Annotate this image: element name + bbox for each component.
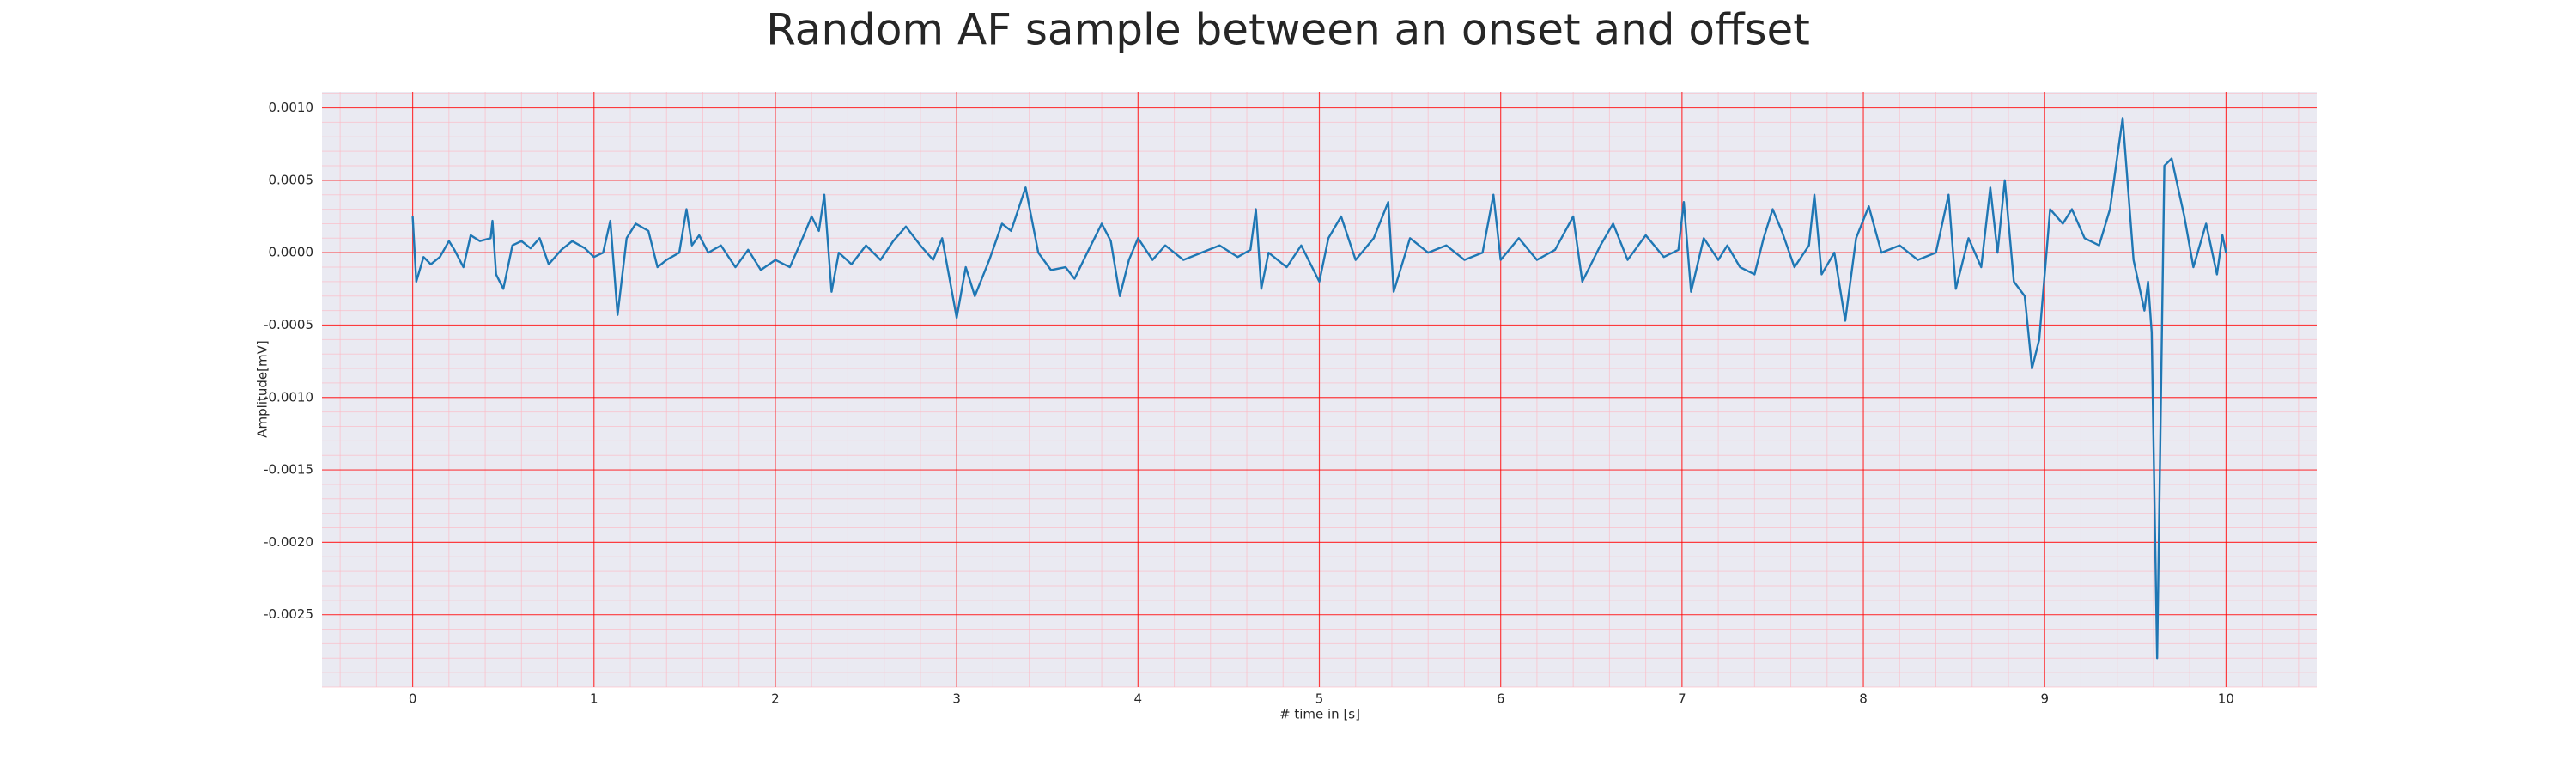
y-tick-label: -0.0005 <box>264 317 313 332</box>
x-tick-label: 3 <box>952 691 961 707</box>
x-tick-label: 5 <box>1315 691 1324 707</box>
x-tick-label: 0 <box>409 691 417 707</box>
x-axis-label: # time in [s] <box>1279 707 1360 722</box>
x-tick-label: 2 <box>771 691 780 707</box>
x-tick-label: 9 <box>2040 691 2049 707</box>
y-axis-label: Amplitude[mV] <box>255 340 270 437</box>
y-tick-label: -0.0010 <box>264 389 313 405</box>
y-tick-label: 0.0005 <box>269 172 314 187</box>
signal-line <box>411 117 2227 660</box>
y-tick-label: -0.0025 <box>264 606 313 622</box>
x-tick-label: 4 <box>1134 691 1143 707</box>
x-tick-label: 1 <box>590 691 598 707</box>
x-tick-label: 8 <box>1859 691 1868 707</box>
y-tick-label: -0.0015 <box>264 462 313 478</box>
x-tick-label: 7 <box>1678 691 1686 707</box>
x-tick-label: 10 <box>2218 691 2234 707</box>
y-tick-label: -0.0020 <box>264 534 313 550</box>
y-tick-label: 0.0010 <box>269 100 314 115</box>
y-tick-label: 0.0000 <box>269 245 314 260</box>
chart-title: Random AF sample between an onset and of… <box>766 5 1810 55</box>
x-tick-label: 6 <box>1497 691 1505 707</box>
